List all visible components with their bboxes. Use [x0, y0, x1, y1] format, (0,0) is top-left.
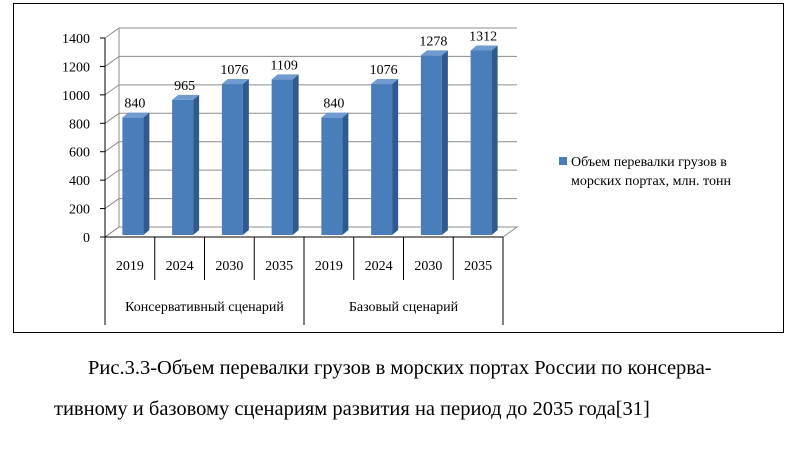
- y-tick-label: 1200: [62, 60, 90, 75]
- bar-chart: 0 200 400 600 800 1000 1200 1400 840 965 1076 1109…: [62, 27, 731, 325]
- bar-front: [122, 117, 144, 235]
- data-label: 965: [174, 79, 195, 94]
- bar-side: [193, 94, 200, 235]
- chart-floor: [103, 226, 519, 238]
- bar: [172, 94, 200, 235]
- bar-side: [491, 45, 498, 235]
- bar: [420, 50, 448, 235]
- bar-side: [242, 79, 249, 235]
- gridline-depth: [104, 141, 120, 153]
- bar-top: [321, 112, 349, 118]
- bar-side: [441, 50, 448, 235]
- bar: [221, 79, 249, 235]
- data-label: 840: [323, 97, 344, 112]
- data-label: 1076: [370, 63, 398, 78]
- y-tick-label: 400: [69, 174, 90, 189]
- gridline-depth: [104, 169, 120, 181]
- x-category-label: 2035: [265, 259, 293, 274]
- x-group-label: Базовый сценарий: [349, 300, 459, 315]
- bars: [122, 45, 498, 235]
- gridline-depth: [104, 112, 120, 124]
- bar-front: [271, 79, 293, 235]
- bar-top: [470, 45, 498, 51]
- data-label: 1278: [419, 34, 447, 49]
- x-axis-categories: 2019 2024 2030 2035 Консервативный сценарий 2…: [104, 237, 504, 325]
- bar-top: [420, 50, 448, 56]
- x-category-label: 2030: [215, 259, 243, 274]
- gridline-depth: [104, 27, 120, 39]
- bar-front: [321, 117, 343, 235]
- data-label: 1109: [270, 58, 297, 73]
- bar-top: [371, 79, 399, 85]
- gridline-depth: [104, 84, 120, 96]
- bar-top: [172, 94, 200, 100]
- bar: [122, 112, 150, 235]
- bar-front: [172, 99, 194, 235]
- legend-swatch: [559, 157, 567, 165]
- legend: Объем перевалки грузов в морских портах, …: [559, 155, 731, 189]
- gridline-depth: [104, 198, 120, 209]
- bar-front: [371, 84, 393, 235]
- y-tick-label: 600: [69, 146, 90, 161]
- x-category-label: 2024: [166, 259, 194, 274]
- bar-side: [392, 79, 399, 235]
- grid-lines: [103, 27, 519, 238]
- bar: [271, 74, 299, 235]
- x-group-label: Консервативный сценарий: [125, 300, 284, 315]
- bar-top: [271, 74, 299, 80]
- figure-caption-line-1: Рис.3.3-Объем перевалки грузов в морских…: [88, 357, 712, 379]
- bar-side: [342, 112, 349, 235]
- y-tick-label: 0: [83, 231, 90, 246]
- x-category-label: 2019: [116, 259, 144, 274]
- y-tick-label: 1000: [62, 89, 90, 104]
- gridline-depth: [104, 56, 120, 67]
- chart-frame: [13, 3, 784, 333]
- y-tick-label: 800: [69, 117, 90, 132]
- data-label: 1312: [469, 30, 497, 45]
- bar: [321, 112, 349, 235]
- bar-top: [221, 79, 249, 85]
- bar: [371, 79, 399, 235]
- legend-label: Объем перевалки грузов в: [571, 155, 727, 170]
- bar: [470, 45, 498, 235]
- bar-front: [470, 50, 492, 235]
- x-category-label: 2024: [365, 259, 393, 274]
- data-label: 840: [124, 97, 145, 112]
- bar-side: [292, 74, 299, 235]
- data-label: 1076: [220, 63, 248, 78]
- bar-front: [221, 84, 243, 235]
- x-category-label: 2019: [315, 259, 343, 274]
- figure-caption-line-2: тивному и базовому сценариям развития на…: [54, 398, 650, 420]
- y-tick-label: 200: [69, 203, 90, 218]
- data-labels: 840 965 1076 1109 840 1076 1278 1312: [124, 30, 497, 112]
- x-category-label: 2035: [464, 259, 492, 274]
- x-category-label: 2030: [414, 259, 442, 274]
- bar-top: [122, 112, 150, 118]
- y-tick-label: 1400: [62, 32, 90, 47]
- bar-front: [420, 55, 442, 235]
- bar-side: [143, 112, 150, 235]
- y-axis-ticks: 0 200 400 600 800 1000 1200 1400: [62, 32, 90, 246]
- legend-label: морских портах, млн. тонн: [571, 174, 731, 189]
